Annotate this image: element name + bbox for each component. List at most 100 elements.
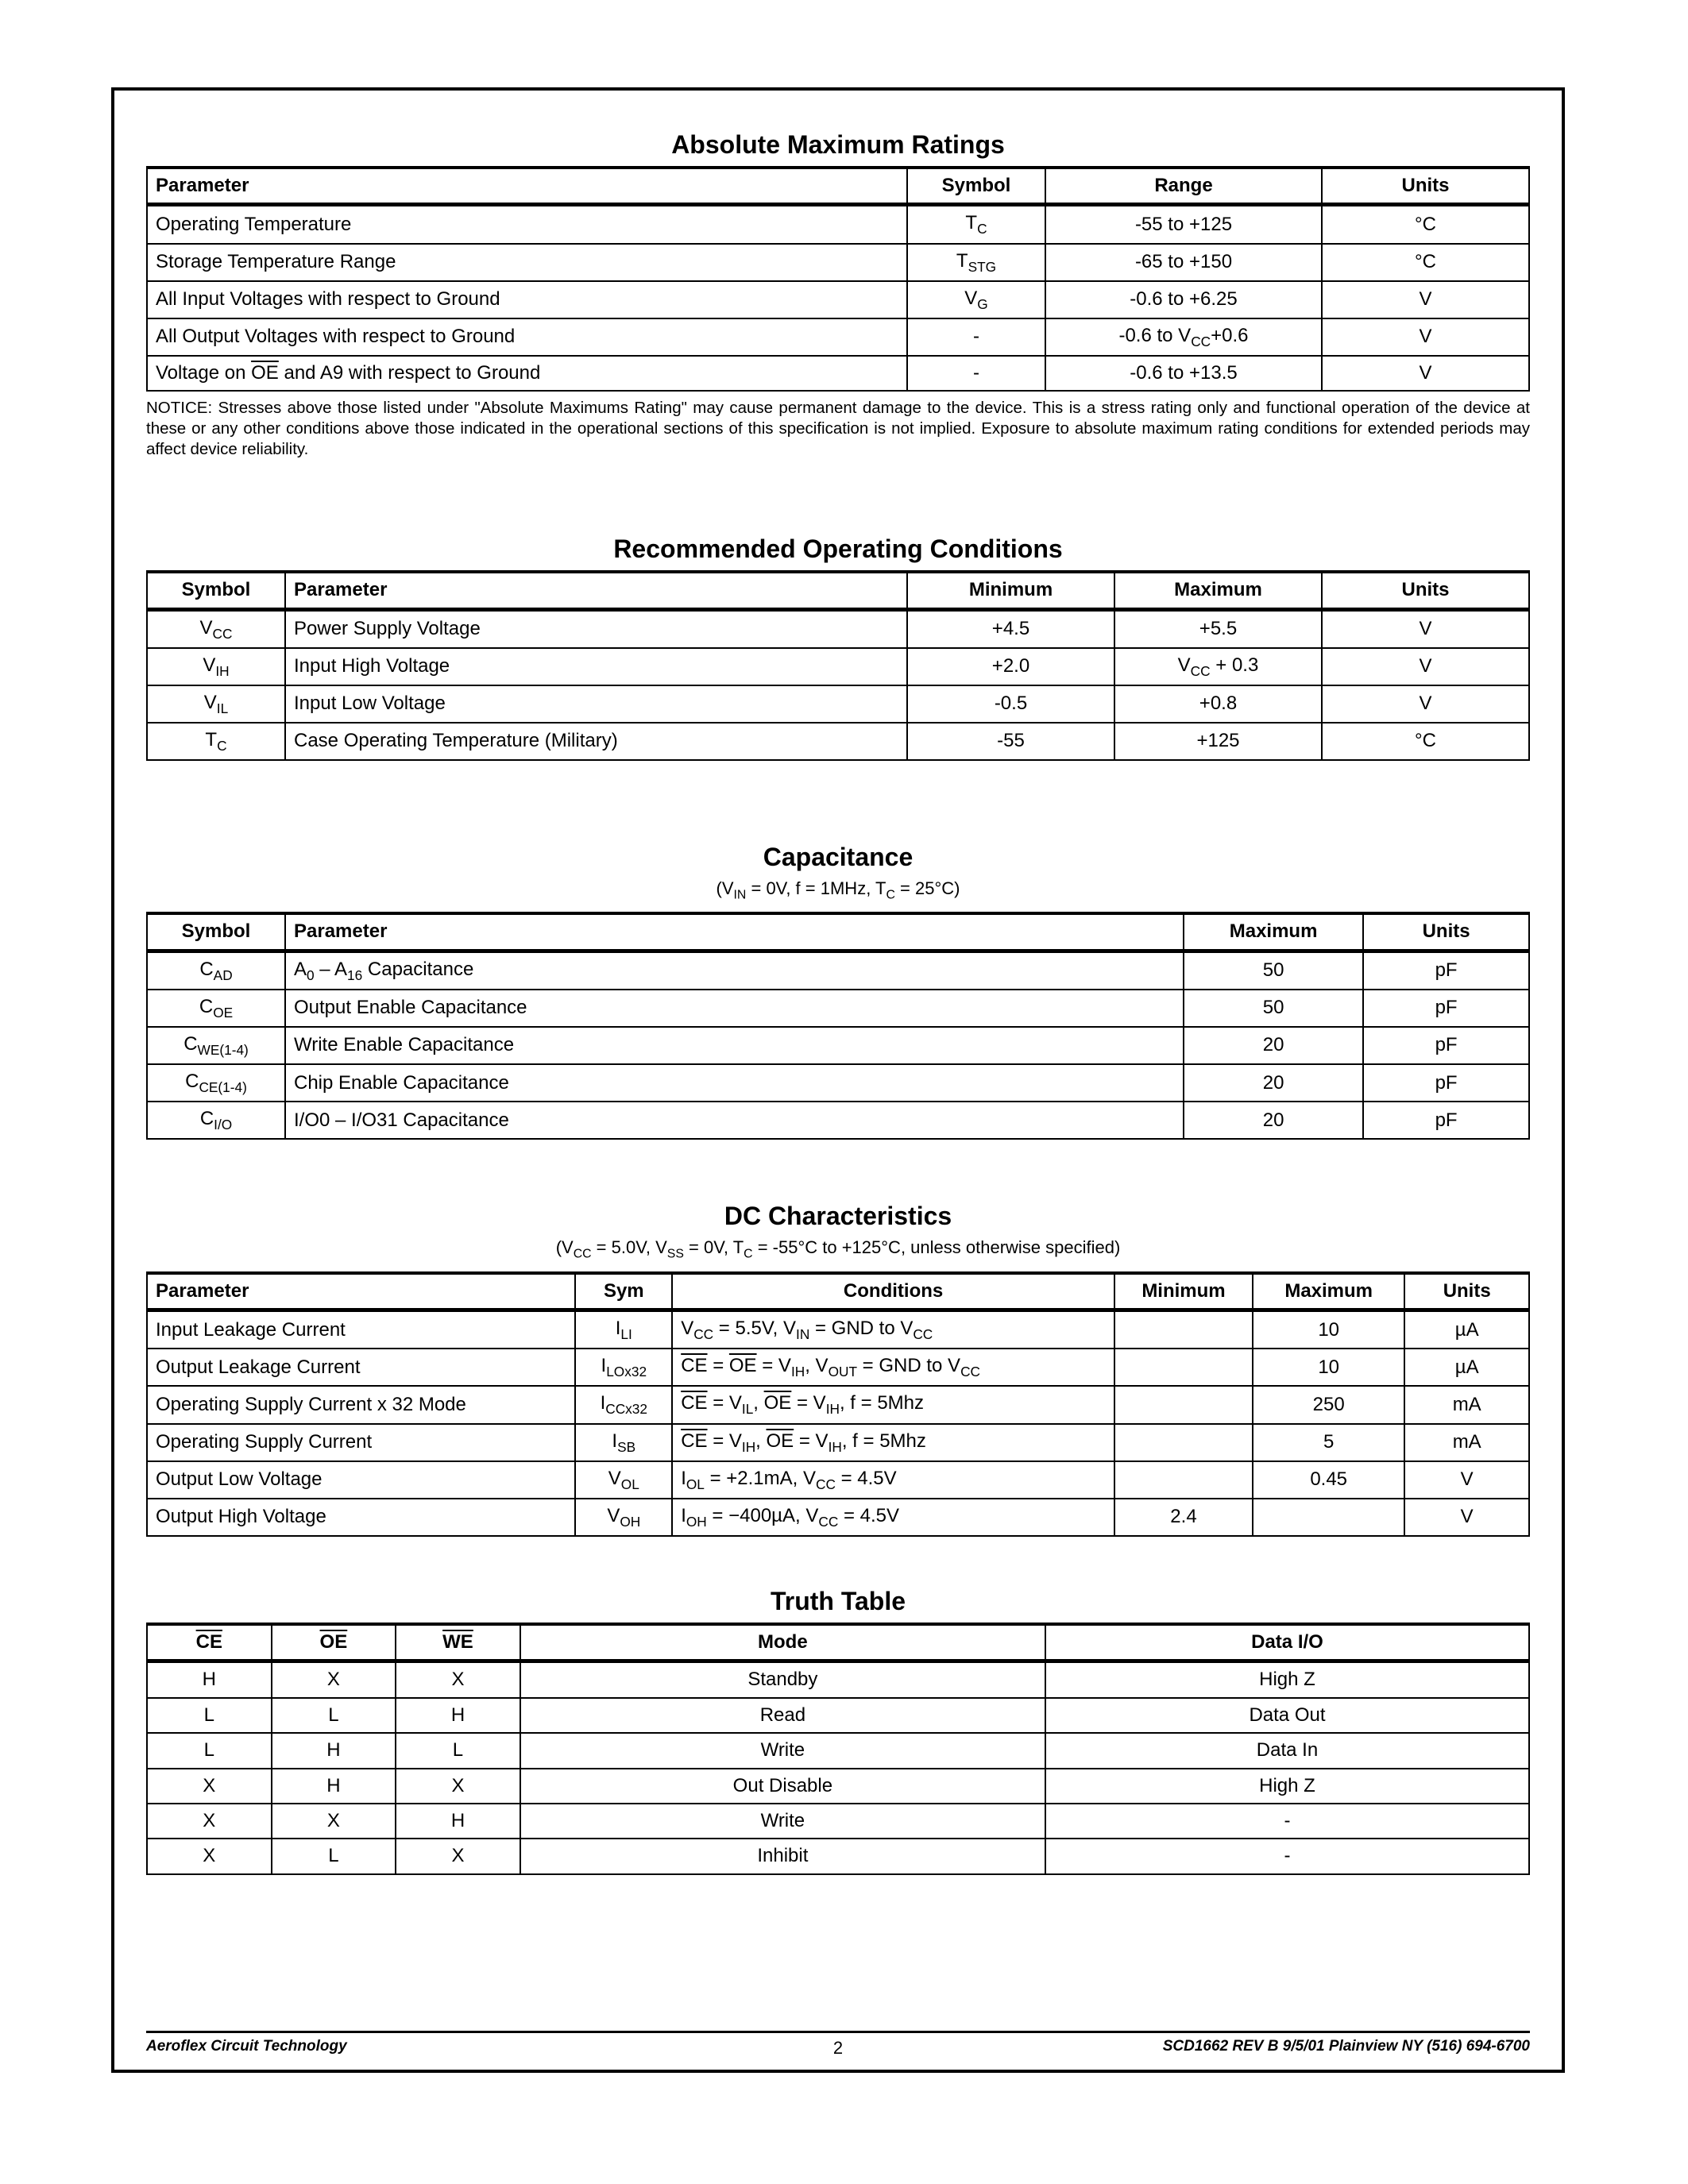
table-cell: Power Supply Voltage	[285, 609, 907, 648]
table-header-cell: CE	[147, 1624, 272, 1661]
table-cell: X	[396, 1661, 520, 1698]
table-row: VILInput Low Voltage-0.5+0.8V	[147, 685, 1529, 723]
cap-body: CADA0 – A16 Capacitance50pFCOEOutput Ena…	[147, 951, 1529, 1139]
table-cell: TC	[907, 205, 1045, 244]
table-cell: -0.6 to +13.5	[1045, 356, 1322, 391]
table-cell: -	[907, 356, 1045, 391]
footer-left: Aeroflex Circuit Technology	[146, 2038, 347, 2055]
table-cell: V	[1404, 1499, 1529, 1536]
dc-subtitle: (VCC = 5.0V, VSS = 0V, TC = -55°C to +12…	[146, 1237, 1530, 1261]
table-row: Output Leakage CurrentILOx32CE = OE = VI…	[147, 1349, 1529, 1386]
table-row: TCCase Operating Temperature (Military)-…	[147, 723, 1529, 760]
table-cell: -0.6 to VCC+0.6	[1045, 318, 1322, 356]
table-cell: V	[1322, 356, 1529, 391]
table-cell: CWE(1-4)	[147, 1027, 285, 1064]
table-cell: 10	[1253, 1349, 1404, 1386]
table-cell: VOH	[575, 1499, 672, 1536]
table-cell	[1114, 1349, 1253, 1386]
table-cell: -0.5	[907, 685, 1114, 723]
table-cell: All Input Voltages with respect to Groun…	[147, 281, 907, 318]
table-cell: 0.45	[1253, 1461, 1404, 1499]
table-cell: ISB	[575, 1424, 672, 1461]
table-cell: X	[272, 1661, 396, 1698]
truth-header-row: CEOEWEModeData I/O	[147, 1624, 1529, 1661]
amr-body: Operating TemperatureTC-55 to +125°CStor…	[147, 205, 1529, 391]
table-cell: pF	[1363, 990, 1529, 1027]
table-cell	[1114, 1386, 1253, 1423]
table-cell: ILI	[575, 1310, 672, 1349]
table-cell: H	[147, 1661, 272, 1698]
table-row: Output High VoltageVOHIOH = −400µA, VCC …	[147, 1499, 1529, 1536]
table-header-cell: Units	[1363, 913, 1529, 951]
table-cell: Standby	[520, 1661, 1045, 1698]
cap-table: SymbolParameterMaximumUnits CADA0 – A16 …	[146, 912, 1530, 1140]
table-cell: mA	[1404, 1386, 1529, 1423]
table-cell: CCE(1-4)	[147, 1064, 285, 1102]
table-header-cell: Symbol	[147, 572, 285, 609]
cap-title: Capacitance	[146, 843, 1530, 872]
roc-table: SymbolParameterMinimumMaximumUnits VCCPo…	[146, 570, 1530, 761]
table-cell	[1114, 1310, 1253, 1349]
table-cell: pF	[1363, 1027, 1529, 1064]
table-cell: +5.5	[1114, 609, 1322, 648]
table-cell: Input High Voltage	[285, 648, 907, 685]
table-row: HXXStandbyHigh Z	[147, 1661, 1529, 1698]
table-cell: L	[147, 1698, 272, 1733]
table-cell: L	[272, 1839, 396, 1873]
roc-body: VCCPower Supply Voltage+4.5+5.5VVIHInput…	[147, 609, 1529, 760]
dc-body: Input Leakage CurrentILIVCC = 5.5V, VIN …	[147, 1310, 1529, 1536]
table-cell: pF	[1363, 951, 1529, 990]
table-header-cell: Data I/O	[1045, 1624, 1529, 1661]
table-cell: L	[396, 1733, 520, 1768]
table-header-cell: Range	[1045, 168, 1322, 205]
table-cell: Write Enable Capacitance	[285, 1027, 1184, 1064]
table-cell: mA	[1404, 1424, 1529, 1461]
table-cell: V	[1322, 281, 1529, 318]
amr-title: Absolute Maximum Ratings	[146, 130, 1530, 160]
table-header-cell: Mode	[520, 1624, 1045, 1661]
table-header-cell: Parameter	[285, 913, 1184, 951]
table-cell: VG	[907, 281, 1045, 318]
table-cell: Data In	[1045, 1733, 1529, 1768]
truth-table: CEOEWEModeData I/O HXXStandbyHigh ZLLHRe…	[146, 1623, 1530, 1875]
table-cell: V	[1322, 609, 1529, 648]
table-cell: 20	[1184, 1102, 1363, 1139]
table-cell: Output Low Voltage	[147, 1461, 575, 1499]
page-frame: Absolute Maximum Ratings ParameterSymbol…	[111, 87, 1565, 2073]
table-cell: 2.4	[1114, 1499, 1253, 1536]
table-cell: COE	[147, 990, 285, 1027]
table-header-cell: Minimum	[1114, 1273, 1253, 1310]
footer-page: 2	[833, 2038, 843, 2059]
table-header-cell: Parameter	[285, 572, 907, 609]
table-cell: -	[1045, 1804, 1529, 1839]
roc-header-row: SymbolParameterMinimumMaximumUnits	[147, 572, 1529, 609]
table-cell: 50	[1184, 951, 1363, 990]
table-cell: X	[396, 1769, 520, 1804]
table-header-cell: Parameter	[147, 1273, 575, 1310]
table-cell: X	[147, 1804, 272, 1839]
table-header-cell: OE	[272, 1624, 396, 1661]
table-cell: -55	[907, 723, 1114, 760]
dc-header-row: ParameterSymConditionsMinimumMaximumUnit…	[147, 1273, 1529, 1310]
table-row: Operating Supply CurrentISBCE = VIH, OE …	[147, 1424, 1529, 1461]
table-header-cell: Units	[1404, 1273, 1529, 1310]
table-cell: X	[396, 1839, 520, 1873]
table-header-cell: Units	[1322, 572, 1529, 609]
table-header-cell: Sym	[575, 1273, 672, 1310]
table-row: Voltage on OE and A9 with respect to Gro…	[147, 356, 1529, 391]
table-cell: +0.8	[1114, 685, 1322, 723]
table-cell: °C	[1322, 723, 1529, 760]
table-row: CWE(1-4)Write Enable Capacitance20pF	[147, 1027, 1529, 1064]
amr-table: ParameterSymbolRangeUnits Operating Temp…	[146, 166, 1530, 392]
amr-notice: NOTICE: Stresses above those listed unde…	[146, 398, 1530, 459]
cap-header-row: SymbolParameterMaximumUnits	[147, 913, 1529, 951]
table-cell: Voltage on OE and A9 with respect to Gro…	[147, 356, 907, 391]
table-cell: H	[396, 1698, 520, 1733]
table-cell: °C	[1322, 205, 1529, 244]
table-cell	[1114, 1461, 1253, 1499]
table-cell: ICCx32	[575, 1386, 672, 1423]
table-cell: 250	[1253, 1386, 1404, 1423]
table-cell: H	[272, 1733, 396, 1768]
dc-table: ParameterSymConditionsMinimumMaximumUnit…	[146, 1271, 1530, 1537]
table-cell: °C	[1322, 244, 1529, 281]
